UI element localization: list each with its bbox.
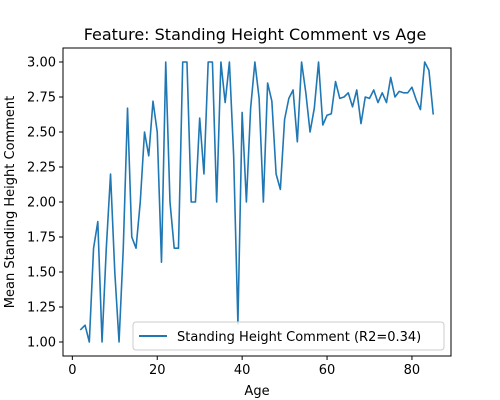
x-tick-label: 40: [234, 363, 251, 378]
y-tick-label: 1.00: [27, 336, 56, 351]
x-tick-label: 60: [319, 363, 336, 378]
y-axis-label: Mean Standing Height Comment: [3, 96, 18, 308]
y-axis: 1.00 1.25 1.50 1.75 2.00 2.25 2.50 2.75 3.00: [27, 56, 63, 351]
x-axis: 0 20 40 60 80: [68, 356, 420, 378]
series-line: [79, 61, 435, 343]
y-tick-label: 2.50: [27, 126, 56, 141]
y-tick-label: 2.25: [27, 161, 56, 176]
y-tick-label: 2.00: [27, 196, 56, 211]
chart-title: Feature: Standing Height Comment vs Age: [84, 25, 427, 44]
legend-entry-label: Standing Height Comment (R2=0.34): [177, 330, 421, 345]
y-tick-label: 1.25: [27, 301, 56, 316]
x-tick-label: 80: [404, 363, 421, 378]
legend: Standing Height Comment (R2=0.34): [132, 321, 445, 351]
y-tick-label: 1.75: [27, 231, 56, 246]
legend-box: [132, 321, 445, 351]
x-tick-label: 20: [149, 363, 166, 378]
y-tick-label: 1.50: [27, 266, 56, 281]
y-tick-label: 2.75: [27, 91, 56, 106]
y-tick-label: 3.00: [27, 56, 56, 71]
x-axis-label: Age: [244, 384, 269, 399]
series-layer: [79, 61, 435, 343]
x-tick-label: 0: [68, 363, 76, 378]
